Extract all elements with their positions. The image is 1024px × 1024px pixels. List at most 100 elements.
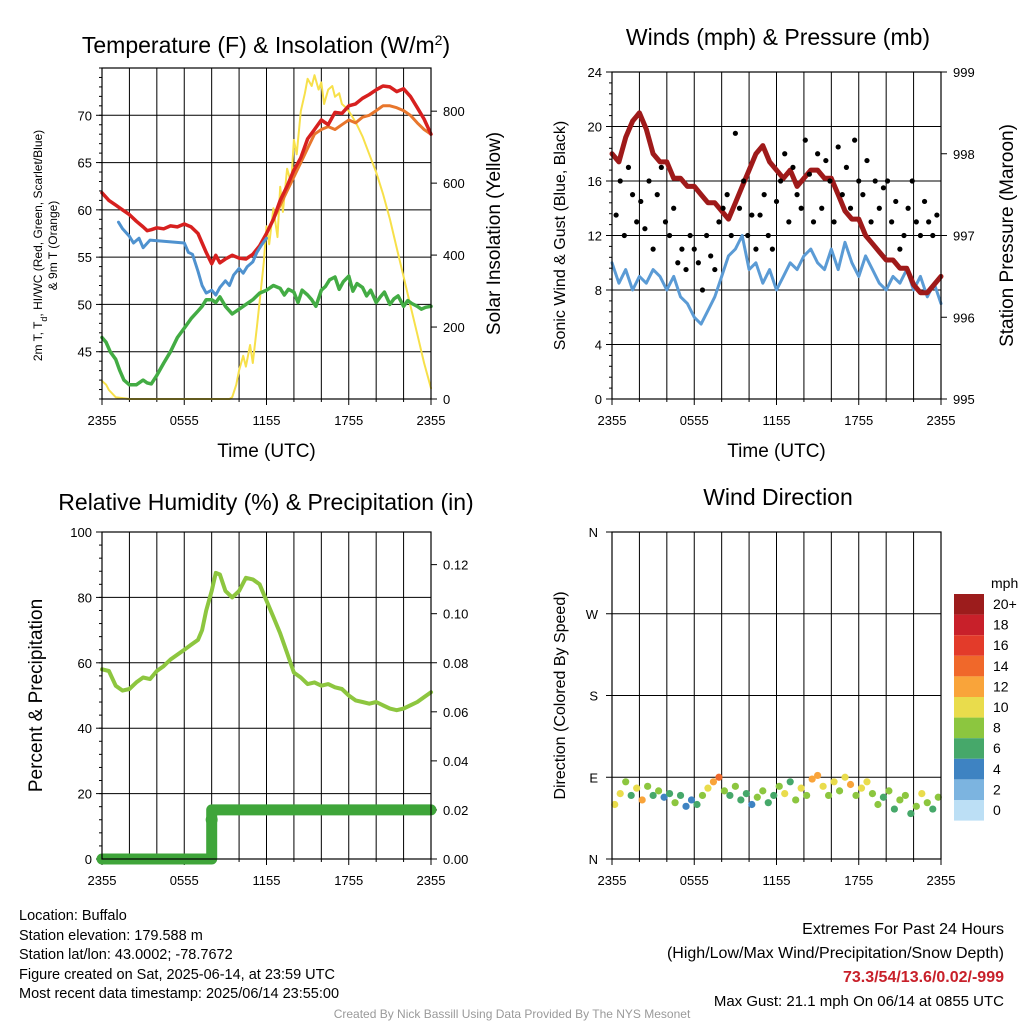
winds-point [736,205,743,211]
temp-series-line [258,104,433,250]
winds-point [889,219,895,225]
dir-point [731,782,739,790]
dir-point [742,790,750,798]
winds-point [897,246,903,252]
dir-point [676,791,685,800]
ylabel-sub: d [39,317,49,322]
rh-chart: Relative Humidity (%) & Precipitation (i… [26,489,474,888]
extremes-title: Extremes For Past 24 Hours [802,921,1004,938]
winds-point [662,219,669,225]
temp-series-line [100,274,433,387]
legend-label: 8 [993,720,1001,736]
winds-point [646,178,652,184]
winds-point [835,144,841,150]
dir-point [682,802,690,810]
dir-point [814,771,822,780]
y2-tick-label: 0.08 [443,656,468,671]
winds-point [856,178,862,184]
y2-tick-label: 0.10 [443,607,468,622]
dir-point [770,791,778,800]
winds-xlabel: Time (UTC) [727,441,826,462]
x-tick-label: 1755 [844,413,873,428]
winds-point [650,246,656,252]
dir-point [786,778,794,786]
dir-point [616,790,624,798]
dir-point [627,791,635,800]
dir-point [830,778,838,786]
winds-series-line [610,234,943,326]
winds-point [806,171,813,177]
winds-point [687,232,693,239]
dir-point [863,778,871,786]
dir-title: Wind Direction [703,484,853,510]
dir-point [808,775,816,783]
credit-text: Created By Nick Bassill Using Data Provi… [333,1007,691,1021]
winds-point [629,192,636,198]
y-tick-label: 80 [78,590,92,605]
y2-tick-label: 997 [953,229,975,244]
dir-point [781,790,789,798]
dir-point [737,796,745,804]
winds-point [716,219,722,225]
winds-plot-area [609,110,944,326]
y-tick-label: 4 [595,338,602,353]
legend-swatch [954,697,984,718]
winds-point [708,253,714,259]
timestamp-text: Most recent data timestamp: 2025/06/14 2… [19,986,340,1002]
winds-point [720,205,726,211]
rh-frame [101,531,432,860]
winds-point [819,205,825,211]
dir-point [709,778,718,786]
x-tick-label: 1155 [763,873,791,888]
winds-point [794,192,800,198]
dir-point [633,784,641,792]
x-tick-label: 1755 [334,873,363,888]
dir-point [715,773,723,781]
dir-point [907,809,915,818]
y2-tick-label: 0.12 [443,558,468,573]
winds-point [880,185,887,191]
winds-point [761,192,767,198]
extremes-legend: (High/Low/Max Wind/Precipitation/Snow De… [666,945,1004,962]
y2-tick-label: 999 [953,65,975,80]
dir-plot-area [611,771,942,818]
legend-swatch [954,738,984,759]
y-tick-label: 8 [595,283,602,298]
winds-ylabel-right: Station Pressure (Maroon) [997,124,1018,347]
winds-point [782,151,788,157]
legend-swatch [954,594,984,615]
dir-point [671,799,679,807]
dir-point [912,802,920,810]
winds-point [728,232,734,239]
y-tick-label: S [589,689,598,704]
rh-title: Relative Humidity (%) & Precipitation (i… [58,489,473,515]
winds-point [843,164,850,170]
temp-frame [101,67,432,400]
y-tick-label: 60 [78,203,92,218]
dir-point [797,784,805,792]
y2-tick-label: 600 [443,176,465,191]
dir-point [644,782,652,790]
winds-point [679,246,685,252]
legend-label: 12 [993,678,1009,694]
winds-point [798,205,804,211]
winds-point [654,192,660,198]
x-tick-label: 0555 [680,413,709,428]
dir-point [846,780,855,789]
legend-label: 6 [993,740,1001,756]
legend-label: 0 [993,802,1001,818]
x-tick-label: 0555 [170,873,199,888]
winds-frame [611,71,942,400]
y-tick-label: 40 [78,721,92,736]
dir-point [901,791,909,800]
winds-point [753,246,759,252]
legend-label: 4 [993,761,1001,777]
temp-xlabel: Time (UTC) [217,441,316,462]
winds-point [724,192,730,198]
winds-point [864,157,870,164]
y2-tick-label: 200 [443,320,465,335]
dir-point [611,800,619,809]
dir-point [665,790,674,798]
legend-swatch [954,758,984,780]
